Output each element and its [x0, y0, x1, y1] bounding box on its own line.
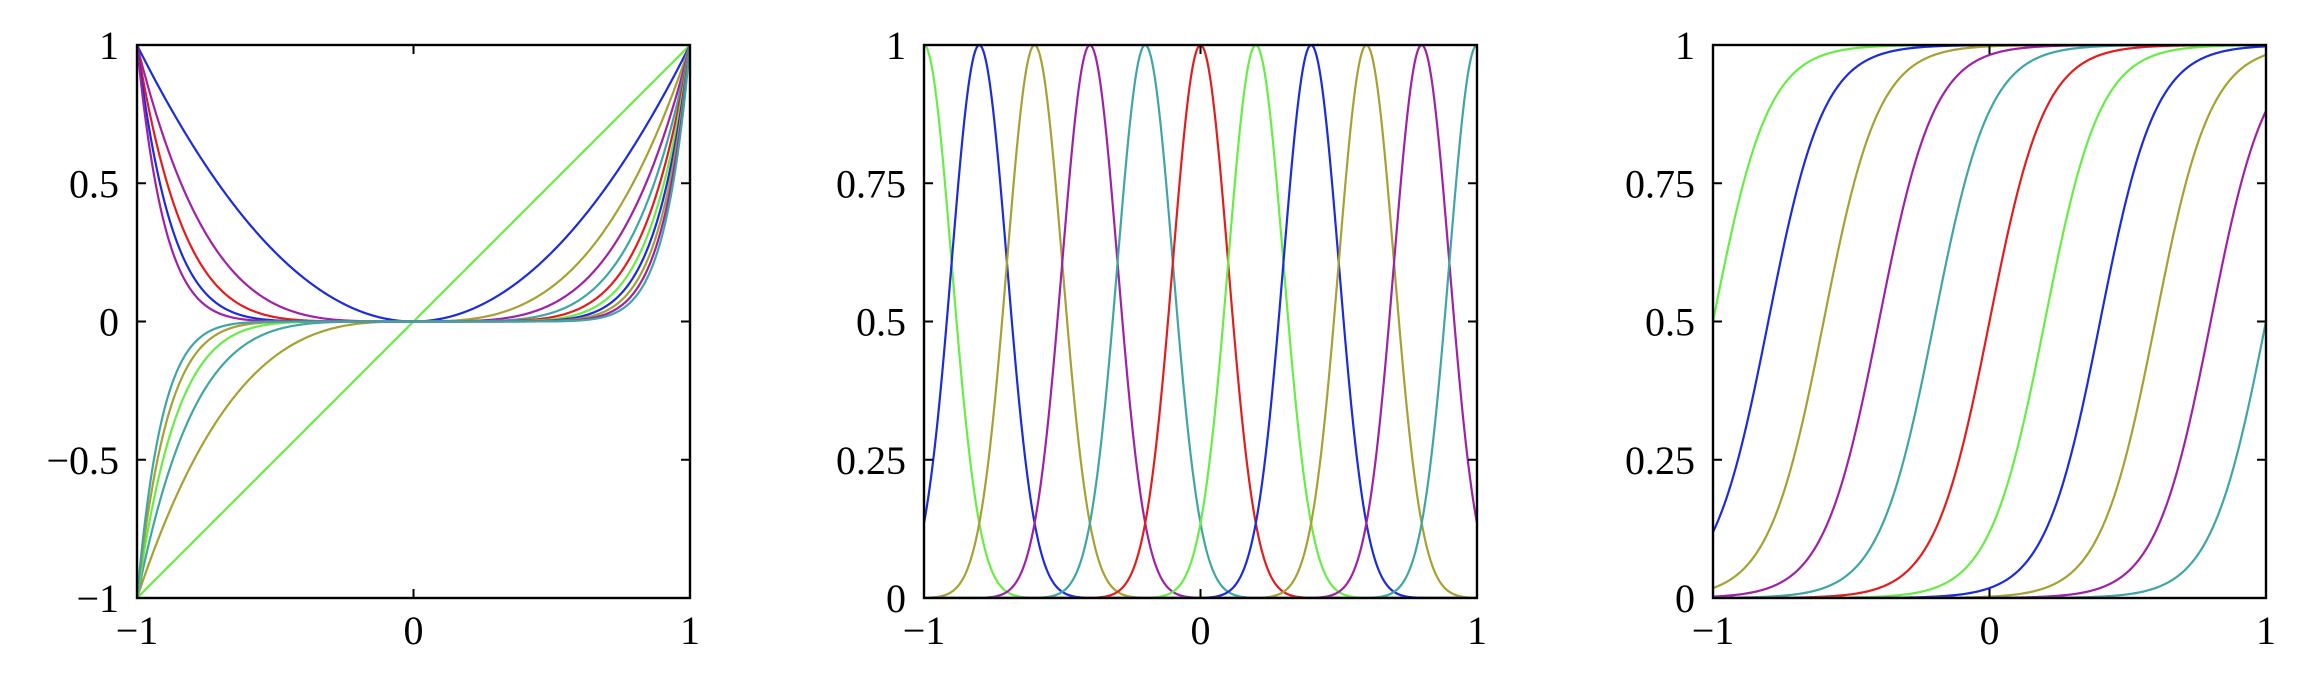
series-line-1 — [1713, 45, 2266, 322]
y-tick-label: 0.25 — [836, 438, 906, 483]
series-line-1 — [924, 45, 1477, 598]
y-tick-label: 0.5 — [69, 161, 119, 206]
chart-polynomial-basis: −1 0 1 −1 −0.5 0 0.5 1 — [46, 23, 700, 653]
series-line-11 — [1713, 321, 2266, 598]
x-tick-label: 1 — [1467, 608, 1487, 653]
y-tick-label: 0.25 — [1625, 438, 1695, 483]
x-tick-label: 0 — [1191, 608, 1211, 653]
chart-gaussian-basis: −1 0 100.250.50.751 — [836, 23, 1487, 653]
y-tick-label: 0.75 — [1625, 161, 1695, 206]
series-line-2 — [1713, 45, 2266, 533]
series-line-10 — [924, 45, 1477, 598]
series-line-6 — [137, 45, 690, 323]
y-tick-label: 0.5 — [856, 300, 906, 345]
axes-frame — [922, 43, 1479, 600]
y-tick-label: 1 — [1675, 23, 1695, 68]
x-tick-label: 0 — [404, 608, 424, 653]
series-line-2 — [137, 45, 690, 323]
series-line-4 — [924, 45, 1477, 598]
series-group — [137, 45, 690, 598]
y-tick-label: 0 — [1675, 576, 1695, 621]
chart-sigmoid-basis: −1 0 100.250.50.751 — [1625, 23, 2276, 653]
series-line-8 — [137, 45, 690, 323]
y-tick-label: 0 — [99, 300, 119, 345]
y-tick-label: 1 — [99, 23, 119, 68]
series-line-11 — [137, 45, 690, 598]
series-line-3 — [924, 45, 1477, 598]
series-line-5 — [924, 45, 1477, 598]
x-tick-label: −1 — [903, 608, 946, 653]
y-tick-label: −0.5 — [46, 438, 119, 483]
x-tick-label: 1 — [2256, 608, 2276, 653]
series-line-9 — [924, 45, 1477, 598]
y-tick-label: −1 — [76, 576, 119, 621]
y-tick-label: 1 — [886, 23, 906, 68]
series-line-8 — [924, 45, 1477, 598]
series-line-10 — [1713, 110, 2266, 598]
series-line-4 — [137, 45, 690, 323]
series-line-6 — [924, 45, 1477, 598]
series-group — [1713, 45, 2266, 598]
y-tick-label: 0.75 — [836, 161, 906, 206]
series-line-10 — [137, 45, 690, 323]
y-tick-label: 0 — [886, 576, 906, 621]
series-line-6 — [1713, 45, 2266, 598]
series-group — [924, 45, 1477, 598]
series-line-2 — [924, 45, 1477, 598]
series-line-11 — [924, 45, 1477, 598]
x-tick-label: −1 — [1692, 608, 1735, 653]
y-tick-label: 0.5 — [1645, 300, 1695, 345]
x-tick-label: −1 — [116, 608, 159, 653]
x-tick-label: 1 — [680, 608, 700, 653]
series-line-7 — [924, 45, 1477, 598]
x-tick-label: 0 — [1980, 608, 2000, 653]
